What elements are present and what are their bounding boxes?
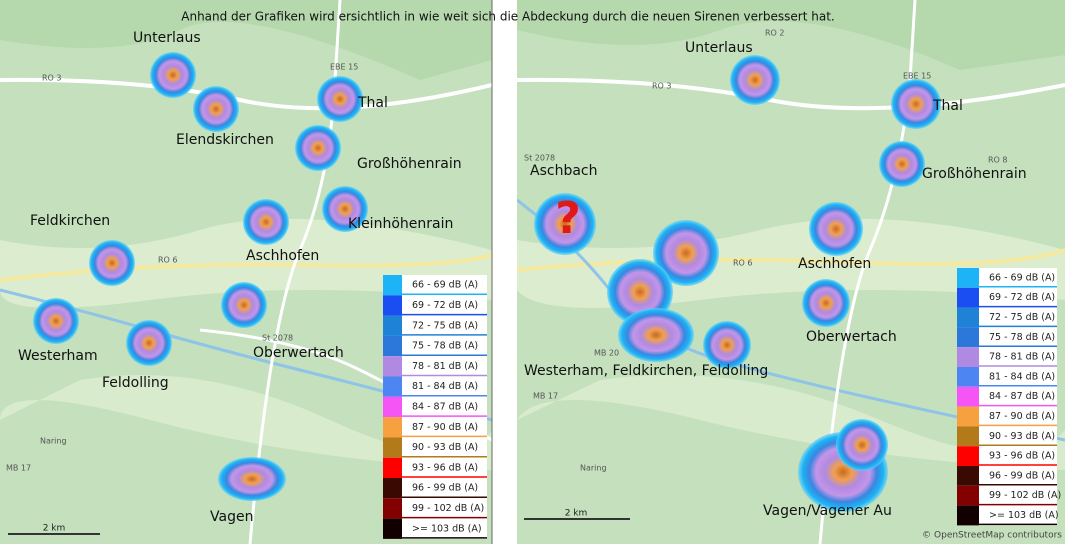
place-label: Großhöhenrain bbox=[357, 156, 462, 172]
legend-label: 84 - 87 dB (A) bbox=[412, 401, 478, 412]
road-label: St 2078 bbox=[262, 334, 293, 343]
legend-swatch bbox=[383, 315, 402, 336]
caption: Anhand der Grafiken wird ersichtlich in … bbox=[181, 10, 834, 24]
legend-label: 96 - 99 dB (A) bbox=[412, 483, 478, 494]
legend-label: 81 - 84 dB (A) bbox=[989, 371, 1055, 382]
legend-swatch bbox=[383, 295, 402, 316]
road-label: RO 2 bbox=[765, 29, 785, 38]
place-label: Thal bbox=[357, 95, 388, 111]
attribution: © OpenStreetMap contributors bbox=[922, 531, 1062, 541]
legend-label: >= 103 dB (A) bbox=[412, 523, 482, 534]
legend-swatch bbox=[383, 275, 402, 296]
legend-label: 69 - 72 dB (A) bbox=[412, 300, 478, 311]
place-label: Oberwertach bbox=[806, 329, 897, 345]
legend-label: 78 - 81 dB (A) bbox=[412, 361, 478, 372]
legend-swatch bbox=[957, 466, 979, 486]
road-label: St 2078 bbox=[524, 154, 555, 163]
legend-swatch bbox=[957, 446, 979, 466]
legend-swatch bbox=[957, 426, 979, 447]
question-marker: ? bbox=[555, 193, 581, 244]
legend-label: 66 - 69 dB (A) bbox=[412, 280, 478, 291]
legend-swatch bbox=[383, 417, 402, 438]
place-label: Unterlaus bbox=[133, 30, 201, 46]
legend-label: 90 - 93 dB (A) bbox=[989, 431, 1055, 442]
legend-label: 66 - 69 dB (A) bbox=[989, 272, 1055, 283]
place-label: Aschhofen bbox=[798, 256, 871, 272]
road-label: RO 6 bbox=[733, 259, 753, 268]
legend-label: 75 - 78 dB (A) bbox=[989, 332, 1055, 343]
road-label: RO 3 bbox=[42, 74, 62, 83]
road-label: Naring bbox=[580, 464, 607, 473]
legend-label: 78 - 81 dB (A) bbox=[989, 352, 1055, 363]
legend-swatch bbox=[957, 505, 979, 526]
road-label: EBE 15 bbox=[903, 72, 931, 81]
road-label: MB 17 bbox=[533, 392, 558, 401]
legend-label: 99 - 102 dB (A) bbox=[412, 503, 484, 514]
place-label: Unterlaus bbox=[685, 40, 753, 56]
legend-label: 90 - 93 dB (A) bbox=[412, 442, 478, 453]
legend-label: >= 103 dB (A) bbox=[989, 510, 1059, 521]
legend-swatch bbox=[383, 478, 402, 499]
legend-label: 69 - 72 dB (A) bbox=[989, 292, 1055, 303]
legend-label: 93 - 96 dB (A) bbox=[412, 462, 478, 473]
place-label: Thal bbox=[932, 98, 963, 114]
legend-label: 75 - 78 dB (A) bbox=[412, 341, 478, 352]
road-label: Naring bbox=[40, 437, 67, 446]
legend-swatch bbox=[957, 347, 979, 367]
legend-swatch bbox=[957, 307, 979, 328]
right-map bbox=[517, 0, 1065, 544]
place-label: Westerham, Feldkirchen, Feldolling bbox=[524, 363, 768, 379]
legend-swatch bbox=[957, 268, 979, 288]
road-label: RO 8 bbox=[988, 156, 1008, 165]
road-label: MB 20 bbox=[594, 349, 619, 358]
legend-swatch bbox=[957, 367, 979, 387]
place-label: Feldolling bbox=[102, 375, 169, 391]
legend-swatch bbox=[383, 376, 402, 397]
legend-swatch bbox=[383, 518, 402, 539]
place-label: Elendskirchen bbox=[176, 132, 274, 148]
legend-label: 96 - 99 dB (A) bbox=[989, 470, 1055, 481]
legend-swatch bbox=[383, 437, 402, 458]
legend-swatch bbox=[957, 287, 979, 308]
road-label: EBE 15 bbox=[330, 63, 358, 72]
place-label: Westerham bbox=[18, 348, 98, 364]
legend-swatch bbox=[957, 327, 979, 348]
legend-swatch bbox=[383, 335, 402, 357]
place-label: Vagen bbox=[210, 509, 253, 525]
place-label: Kleinhöhenrain bbox=[348, 216, 453, 232]
legend-swatch bbox=[383, 457, 402, 478]
legend-label: 87 - 90 dB (A) bbox=[412, 422, 478, 433]
legend-swatch bbox=[957, 485, 979, 506]
legend-label: 72 - 75 dB (A) bbox=[989, 312, 1055, 323]
legend-swatch bbox=[383, 498, 402, 519]
legend-swatch bbox=[957, 406, 979, 427]
legend-label: 81 - 84 dB (A) bbox=[412, 381, 478, 392]
legend-label: 93 - 96 dB (A) bbox=[989, 451, 1055, 462]
place-label: Feldkirchen bbox=[30, 213, 110, 229]
scale-label: 2 km bbox=[43, 524, 66, 534]
place-label: Großhöhenrain bbox=[922, 166, 1027, 182]
legend-swatch bbox=[383, 356, 402, 377]
scale-label: 2 km bbox=[565, 509, 588, 519]
road-label: MB 17 bbox=[6, 464, 31, 473]
legend-label: 72 - 75 dB (A) bbox=[412, 320, 478, 331]
legend-label: 99 - 102 dB (A) bbox=[989, 490, 1061, 501]
road-label: RO 6 bbox=[158, 256, 178, 265]
road-label: RO 3 bbox=[652, 82, 672, 91]
legend-label: 87 - 90 dB (A) bbox=[989, 411, 1055, 422]
place-label: Aschbach bbox=[530, 163, 597, 179]
legend-swatch bbox=[957, 386, 979, 407]
left-map bbox=[0, 0, 492, 544]
legend-label: 84 - 87 dB (A) bbox=[989, 391, 1055, 402]
place-label: Oberwertach bbox=[253, 345, 344, 361]
place-label: Vagen/Vagener Au bbox=[763, 503, 892, 519]
legend-swatch bbox=[383, 396, 402, 418]
place-label: Aschhofen bbox=[246, 248, 319, 264]
